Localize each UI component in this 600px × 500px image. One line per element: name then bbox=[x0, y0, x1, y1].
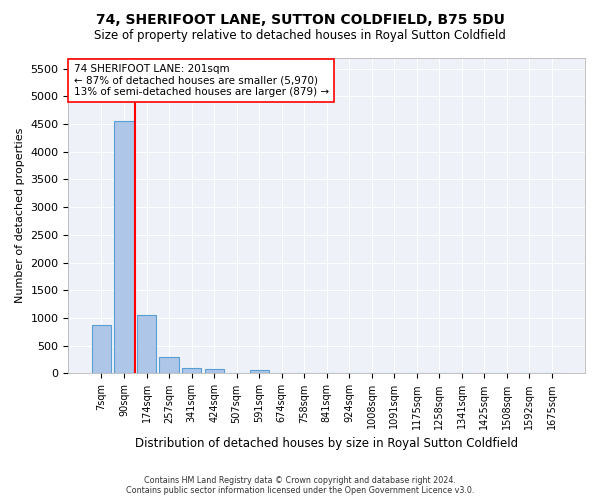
Bar bbox=[92, 324, 111, 374]
Bar bbox=[205, 370, 224, 374]
Text: Size of property relative to detached houses in Royal Sutton Coldfield: Size of property relative to detached ho… bbox=[94, 29, 506, 42]
Bar bbox=[160, 358, 179, 374]
X-axis label: Distribution of detached houses by size in Royal Sutton Coldfield: Distribution of detached houses by size … bbox=[135, 437, 518, 450]
Y-axis label: Number of detached properties: Number of detached properties bbox=[15, 128, 25, 303]
Text: 74 SHERIFOOT LANE: 201sqm
← 87% of detached houses are smaller (5,970)
13% of se: 74 SHERIFOOT LANE: 201sqm ← 87% of detac… bbox=[74, 64, 329, 97]
Text: 74, SHERIFOOT LANE, SUTTON COLDFIELD, B75 5DU: 74, SHERIFOOT LANE, SUTTON COLDFIELD, B7… bbox=[95, 12, 505, 26]
Bar bbox=[182, 368, 201, 374]
Bar bbox=[137, 314, 156, 374]
Bar bbox=[115, 120, 134, 374]
Bar bbox=[250, 370, 269, 374]
Text: Contains HM Land Registry data © Crown copyright and database right 2024.
Contai: Contains HM Land Registry data © Crown c… bbox=[126, 476, 474, 495]
